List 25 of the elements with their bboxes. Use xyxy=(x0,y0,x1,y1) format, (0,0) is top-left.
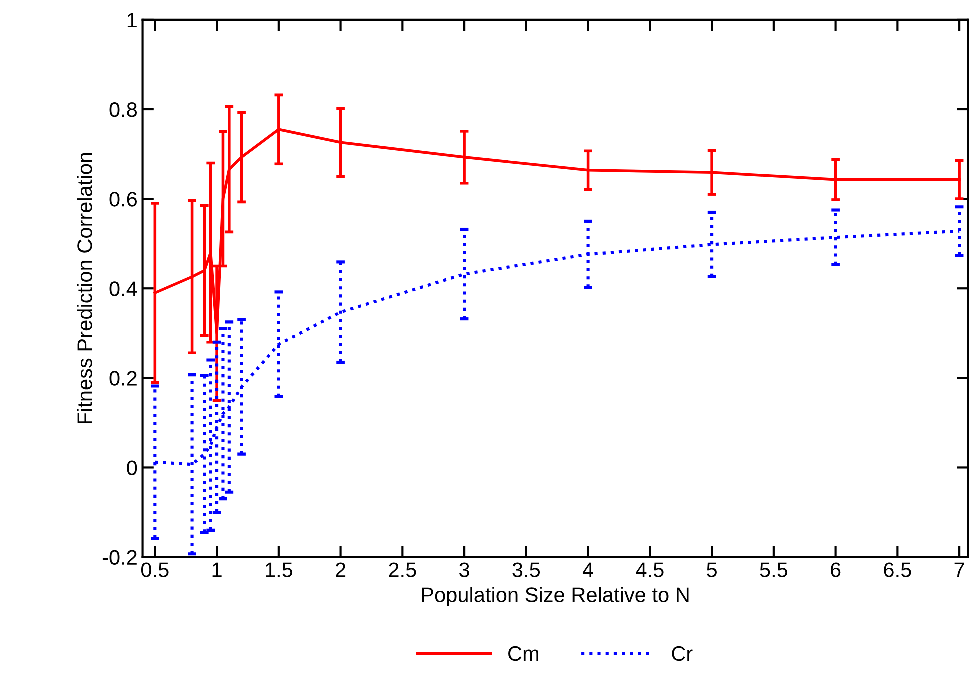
y-tick-label: 0.6 xyxy=(110,192,138,207)
x-tick-label: 2 xyxy=(336,562,346,578)
x-tick-label: 6.5 xyxy=(884,562,912,578)
y-tick-label: -0.2 xyxy=(102,550,137,566)
y-tick-label: 0.8 xyxy=(110,102,138,118)
y-tick-label: 1 xyxy=(128,13,137,28)
legend-label: Cr xyxy=(672,646,693,662)
y-axis-title: Fitness Prediction Correlation xyxy=(77,153,92,424)
x-tick-label: 1 xyxy=(212,562,222,578)
y-tick-label: 0 xyxy=(127,460,138,476)
x-tick-label: 4 xyxy=(582,562,594,578)
y-tick-label: 0.2 xyxy=(110,371,137,386)
x-axis-title: Population Size Relative to N xyxy=(422,587,689,607)
x-tick-label: 3.5 xyxy=(512,562,540,578)
x-tick-label: 7 xyxy=(954,562,964,578)
y-tick-label: 0.4 xyxy=(110,282,138,296)
x-tick-label: 5 xyxy=(707,562,717,578)
x-tick-label: 5.5 xyxy=(760,562,788,578)
x-tick-label: 6 xyxy=(831,562,841,578)
x-tick-label: 0.5 xyxy=(142,562,169,578)
legend-label: Cm xyxy=(508,646,539,662)
x-tick-label: 4.5 xyxy=(636,562,664,578)
x-tick-label: 1.5 xyxy=(266,562,293,578)
x-tick-label: 3 xyxy=(460,562,470,578)
x-tick-label: 2.5 xyxy=(389,562,416,578)
